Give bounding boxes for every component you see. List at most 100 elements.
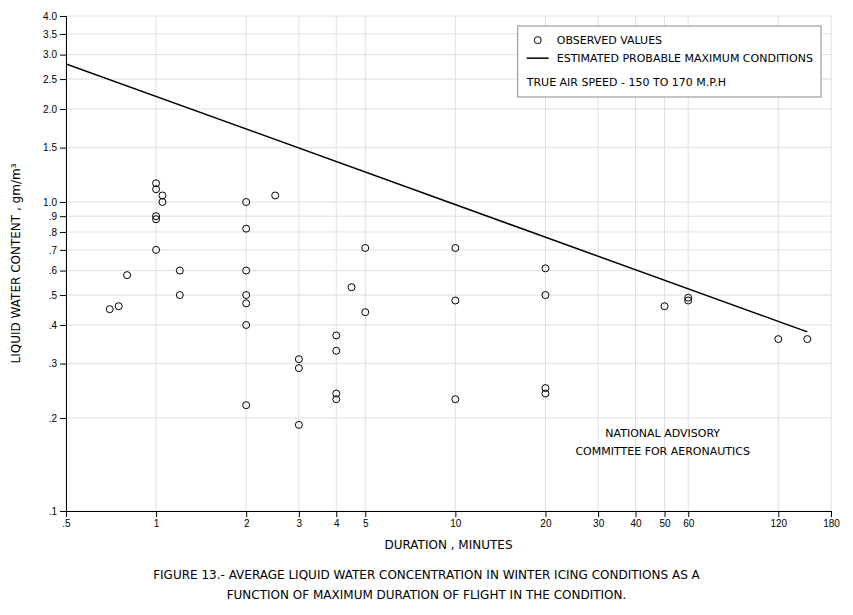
y-tick: 3.5 <box>43 29 66 40</box>
x-tick-mark <box>688 511 689 517</box>
y-tick-mark <box>60 16 66 17</box>
point <box>159 199 166 206</box>
x-tick: 120 <box>770 511 787 529</box>
x-tick: 2 <box>244 511 250 529</box>
y-tick-label: .8 <box>49 227 58 238</box>
y-tick-label: 2.0 <box>43 104 57 115</box>
grid-line <box>298 16 299 511</box>
point <box>452 297 459 304</box>
point <box>243 321 250 328</box>
grid <box>66 16 831 511</box>
legend-label: ESTIMATED PROBABLE MAXIMUM CONDITIONS <box>557 52 813 65</box>
subtitle: FUNCTION OF MAXIMUM DURATION OF FLIGHT I… <box>227 588 627 602</box>
grid-line <box>336 16 337 511</box>
legend-note: TRUE AIR SPEED - 150 TO 170 M.P.H <box>526 76 726 89</box>
y-tick-label: 4.0 <box>43 11 57 22</box>
x-tick-label: 120 <box>770 518 787 529</box>
point <box>243 225 250 232</box>
y-tick-mark <box>60 511 66 512</box>
x-tick-mark <box>299 511 300 517</box>
annotation: NATIONAL ADVISORY <box>605 427 720 440</box>
point <box>153 246 160 253</box>
y-tick-label: .3 <box>49 358 58 369</box>
marks <box>66 64 811 429</box>
x-tick-mark <box>778 511 779 517</box>
y-tick-label: .6 <box>49 265 58 276</box>
grid-line <box>66 249 831 250</box>
point <box>115 303 122 310</box>
grid-line <box>455 16 456 511</box>
point <box>159 192 166 199</box>
y-tick-mark <box>60 79 66 80</box>
grid-line <box>66 270 831 271</box>
legend-symbol <box>527 57 549 59</box>
x-tick: 10 <box>450 511 462 529</box>
point <box>153 180 160 187</box>
point <box>243 267 250 274</box>
point <box>542 292 549 299</box>
y-tick-label: .4 <box>49 320 58 331</box>
x-tick: 4 <box>334 511 340 529</box>
x-tick-label: .5 <box>62 518 71 529</box>
x-tick-mark <box>598 511 599 517</box>
y-tick-label: .1 <box>49 506 58 517</box>
y-tick-label: .5 <box>49 290 58 301</box>
x-tick: 60 <box>683 511 695 529</box>
point <box>348 284 355 291</box>
point <box>153 213 160 220</box>
grid-line <box>66 16 831 17</box>
x-tick-mark <box>665 511 666 517</box>
legend: OBSERVED VALUESESTIMATED PROBABLE MAXIMU… <box>518 26 821 97</box>
legend-symbol <box>534 37 541 44</box>
point <box>333 396 340 403</box>
grid-line <box>66 417 831 418</box>
grid-line <box>156 16 157 511</box>
x-tick-mark <box>156 511 157 517</box>
y-tick-label: .7 <box>49 245 58 256</box>
y-tick-mark <box>60 295 66 296</box>
y-axis-line <box>60 17 67 512</box>
title: FIGURE 13.- AVERAGE LIQUID WATER CONCENT… <box>153 568 700 582</box>
line <box>66 64 807 332</box>
x-tick-mark <box>545 511 546 517</box>
point <box>243 292 250 299</box>
x-tick-label: 10 <box>450 518 462 529</box>
y-tick-mark <box>60 216 66 217</box>
x-tick-mark <box>455 511 456 517</box>
x-tick-label: 60 <box>683 518 695 529</box>
y-tick-mark <box>60 55 66 56</box>
x-tick-mark <box>365 511 366 517</box>
y-tick-mark <box>60 148 66 149</box>
grid-line <box>365 16 366 511</box>
y-tick: .1 <box>49 506 66 517</box>
y-tick: 4.0 <box>43 11 66 22</box>
y-tick-label: 1.5 <box>43 142 57 153</box>
y-tick-mark <box>60 34 66 35</box>
x-tick-label: 3 <box>297 518 303 529</box>
point <box>333 347 340 354</box>
grid-line <box>66 363 831 364</box>
y-tick: 2.0 <box>43 104 66 115</box>
y-tick: .2 <box>49 413 66 424</box>
point <box>362 309 369 316</box>
y-tick-mark <box>60 250 66 251</box>
x-tick: .5 <box>62 511 71 529</box>
y-tick: 2.5 <box>43 74 66 85</box>
y-axis: .1.2.3.4.5.6.7.8.91.01.52.02.53.03.54.0 <box>43 11 66 517</box>
point <box>176 267 183 274</box>
y-tick-label: 1.0 <box>43 197 57 208</box>
legend-box <box>518 26 821 97</box>
x-tick-label: 50 <box>659 518 671 529</box>
chart: .512345102030405060120180.1.2.3.4.5.6.7.… <box>0 0 853 615</box>
x-tick: 30 <box>593 511 605 529</box>
point <box>272 192 279 199</box>
point <box>661 303 668 310</box>
point <box>804 336 811 343</box>
point <box>775 336 782 343</box>
y-tick-mark <box>60 325 66 326</box>
x-tick-mark <box>831 511 832 517</box>
x-tick-label: 4 <box>334 518 340 529</box>
y-tick-label: 3.5 <box>43 29 57 40</box>
point <box>243 402 250 409</box>
x-tick: 3 <box>297 511 303 529</box>
